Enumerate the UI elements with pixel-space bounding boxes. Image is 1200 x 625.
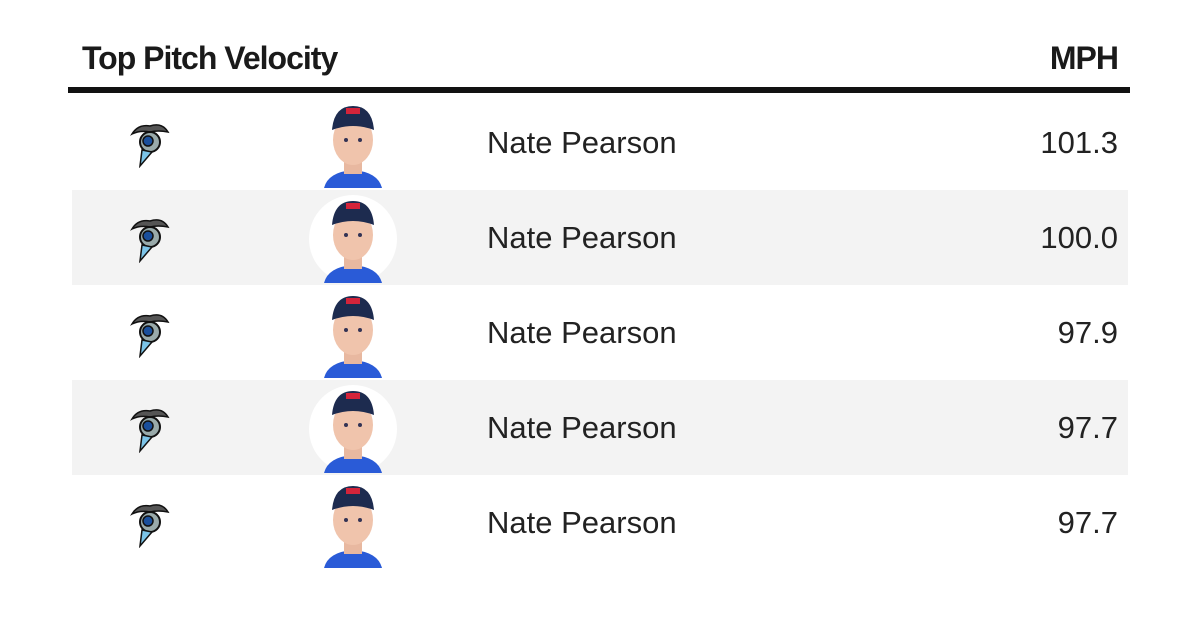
table-row: Nate Pearson 97.7	[72, 380, 1128, 475]
player-headshot	[324, 296, 382, 378]
table-row: Nate Pearson 101.3	[72, 95, 1128, 190]
player-headshot	[324, 106, 382, 188]
team-logo	[130, 124, 170, 168]
player-name: Nate Pearson	[487, 410, 677, 445]
velocity-value: 100.0	[1040, 220, 1118, 255]
player-headshot	[309, 195, 397, 283]
column-header: MPH	[1049, 40, 1119, 76]
velocity-value: 97.9	[1057, 315, 1118, 350]
velocity-value: 101.3	[1040, 125, 1118, 160]
velocity-value: 97.7	[1057, 505, 1118, 540]
team-logo	[130, 409, 170, 453]
player-headshot	[309, 385, 397, 473]
table-row: Nate Pearson 97.7	[72, 475, 1128, 570]
player-name: Nate Pearson	[487, 220, 677, 255]
header-rule	[68, 87, 1130, 93]
table-row: Nate Pearson 97.9	[72, 285, 1128, 380]
team-logo	[130, 314, 170, 358]
player-name: Nate Pearson	[487, 315, 677, 350]
team-logo	[130, 504, 170, 548]
table-row: Nate Pearson 100.0	[72, 190, 1128, 285]
velocity-value: 97.7	[1057, 410, 1118, 445]
table-title: Top Pitch Velocity	[82, 40, 338, 76]
team-logo	[130, 219, 170, 263]
player-name: Nate Pearson	[487, 505, 677, 540]
player-name: Nate Pearson	[487, 125, 677, 160]
player-headshot	[324, 486, 382, 568]
